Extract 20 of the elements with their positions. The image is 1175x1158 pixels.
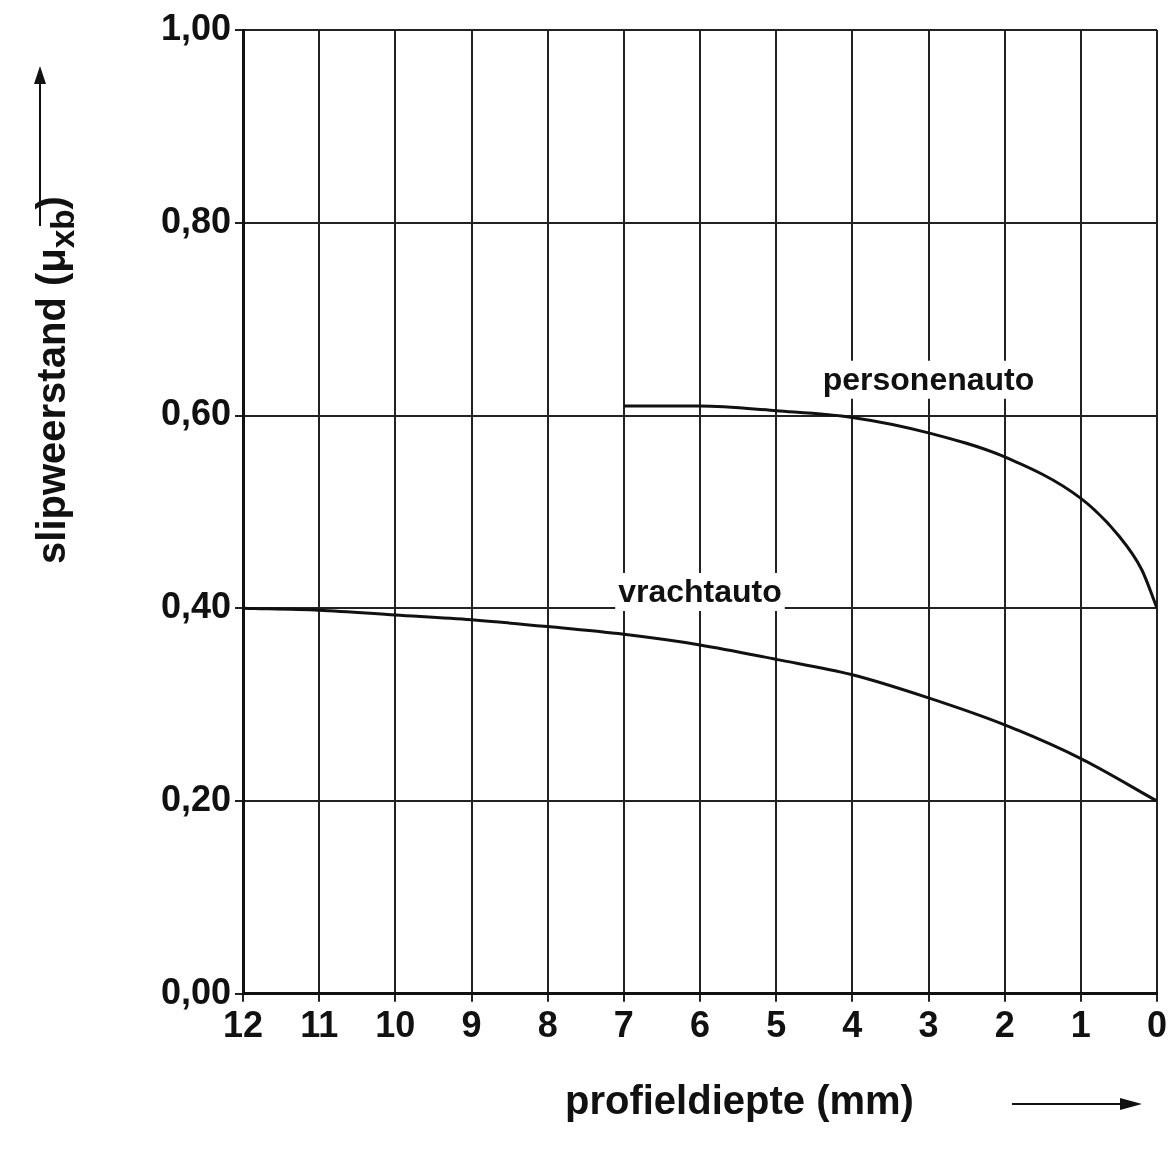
x-tick-label: 11 <box>300 1004 339 1046</box>
x-tick-label: 8 <box>537 1004 558 1046</box>
y-tick-label: 0,80 <box>160 199 231 241</box>
x-tick-label: 6 <box>689 1004 711 1046</box>
x-tick-label: 4 <box>842 1004 863 1046</box>
x-tick-label: 3 <box>918 1004 939 1046</box>
y-tick-label: 1,00 <box>160 6 231 48</box>
x-tick-label: 0 <box>1146 1004 1168 1046</box>
series-label: personenauto <box>822 360 1035 397</box>
y-tick-label: 0,20 <box>160 777 231 819</box>
x-tick-label: 10 <box>375 1004 416 1046</box>
x-tick-label: 7 <box>613 1004 634 1046</box>
x-tick-label: 1 <box>1070 1004 1091 1046</box>
series-label: vrachtauto <box>618 572 782 609</box>
y-tick-label: 0,40 <box>160 585 231 627</box>
x-tick-label: 9 <box>461 1004 482 1046</box>
y-tick-label: 0,60 <box>160 392 231 434</box>
x-axis-title: profieldiepte (mm) <box>565 1078 914 1123</box>
x-tick-label: 5 <box>766 1004 787 1046</box>
x-tick-label: 2 <box>994 1004 1015 1046</box>
